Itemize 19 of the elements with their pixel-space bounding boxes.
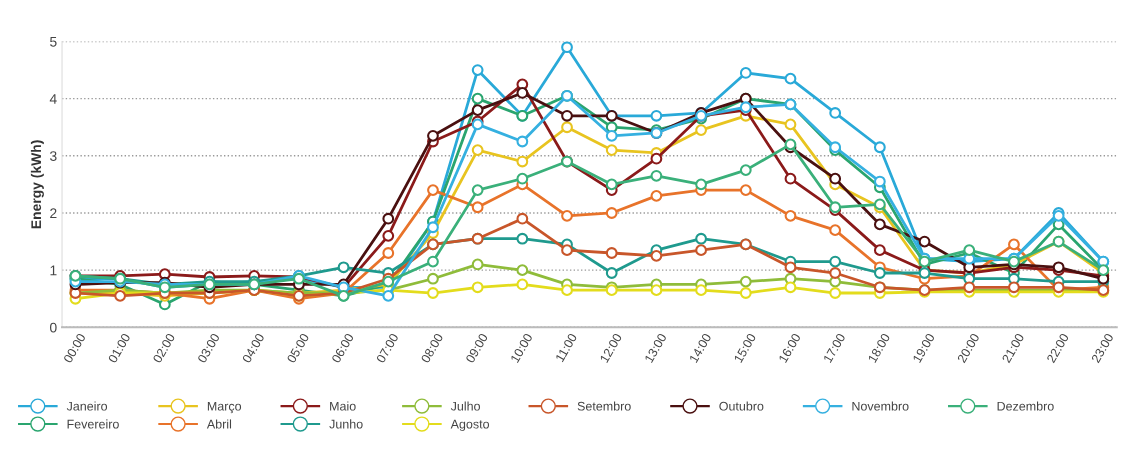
legend-label: Outubro [719,401,764,411]
y-tick-label: 2 [50,208,57,219]
legend-label: Novembro [852,401,909,411]
y-tick-label: 1 [50,265,57,276]
legend-label: Setembro [577,401,631,411]
y-tick-label: 4 [49,94,57,104]
legend-label: Julho [450,401,480,411]
legend-label: Fevereiro [67,419,119,429]
y-tick-label: 5 [50,36,57,47]
y-axis-title: Energy (kWh) [30,140,44,229]
legend-label: Junho [329,419,363,429]
legend-label: Abril [206,419,232,429]
legend-label: Maio [330,401,356,411]
y-tick-label: 0 [50,322,57,333]
legend-label: Março [207,401,242,414]
y-tick-label: 3 [49,151,57,161]
legend-label: Dezembro [997,401,1054,411]
legend-label: Agosto [450,419,490,431]
legend-label: Janeiro [66,401,108,411]
